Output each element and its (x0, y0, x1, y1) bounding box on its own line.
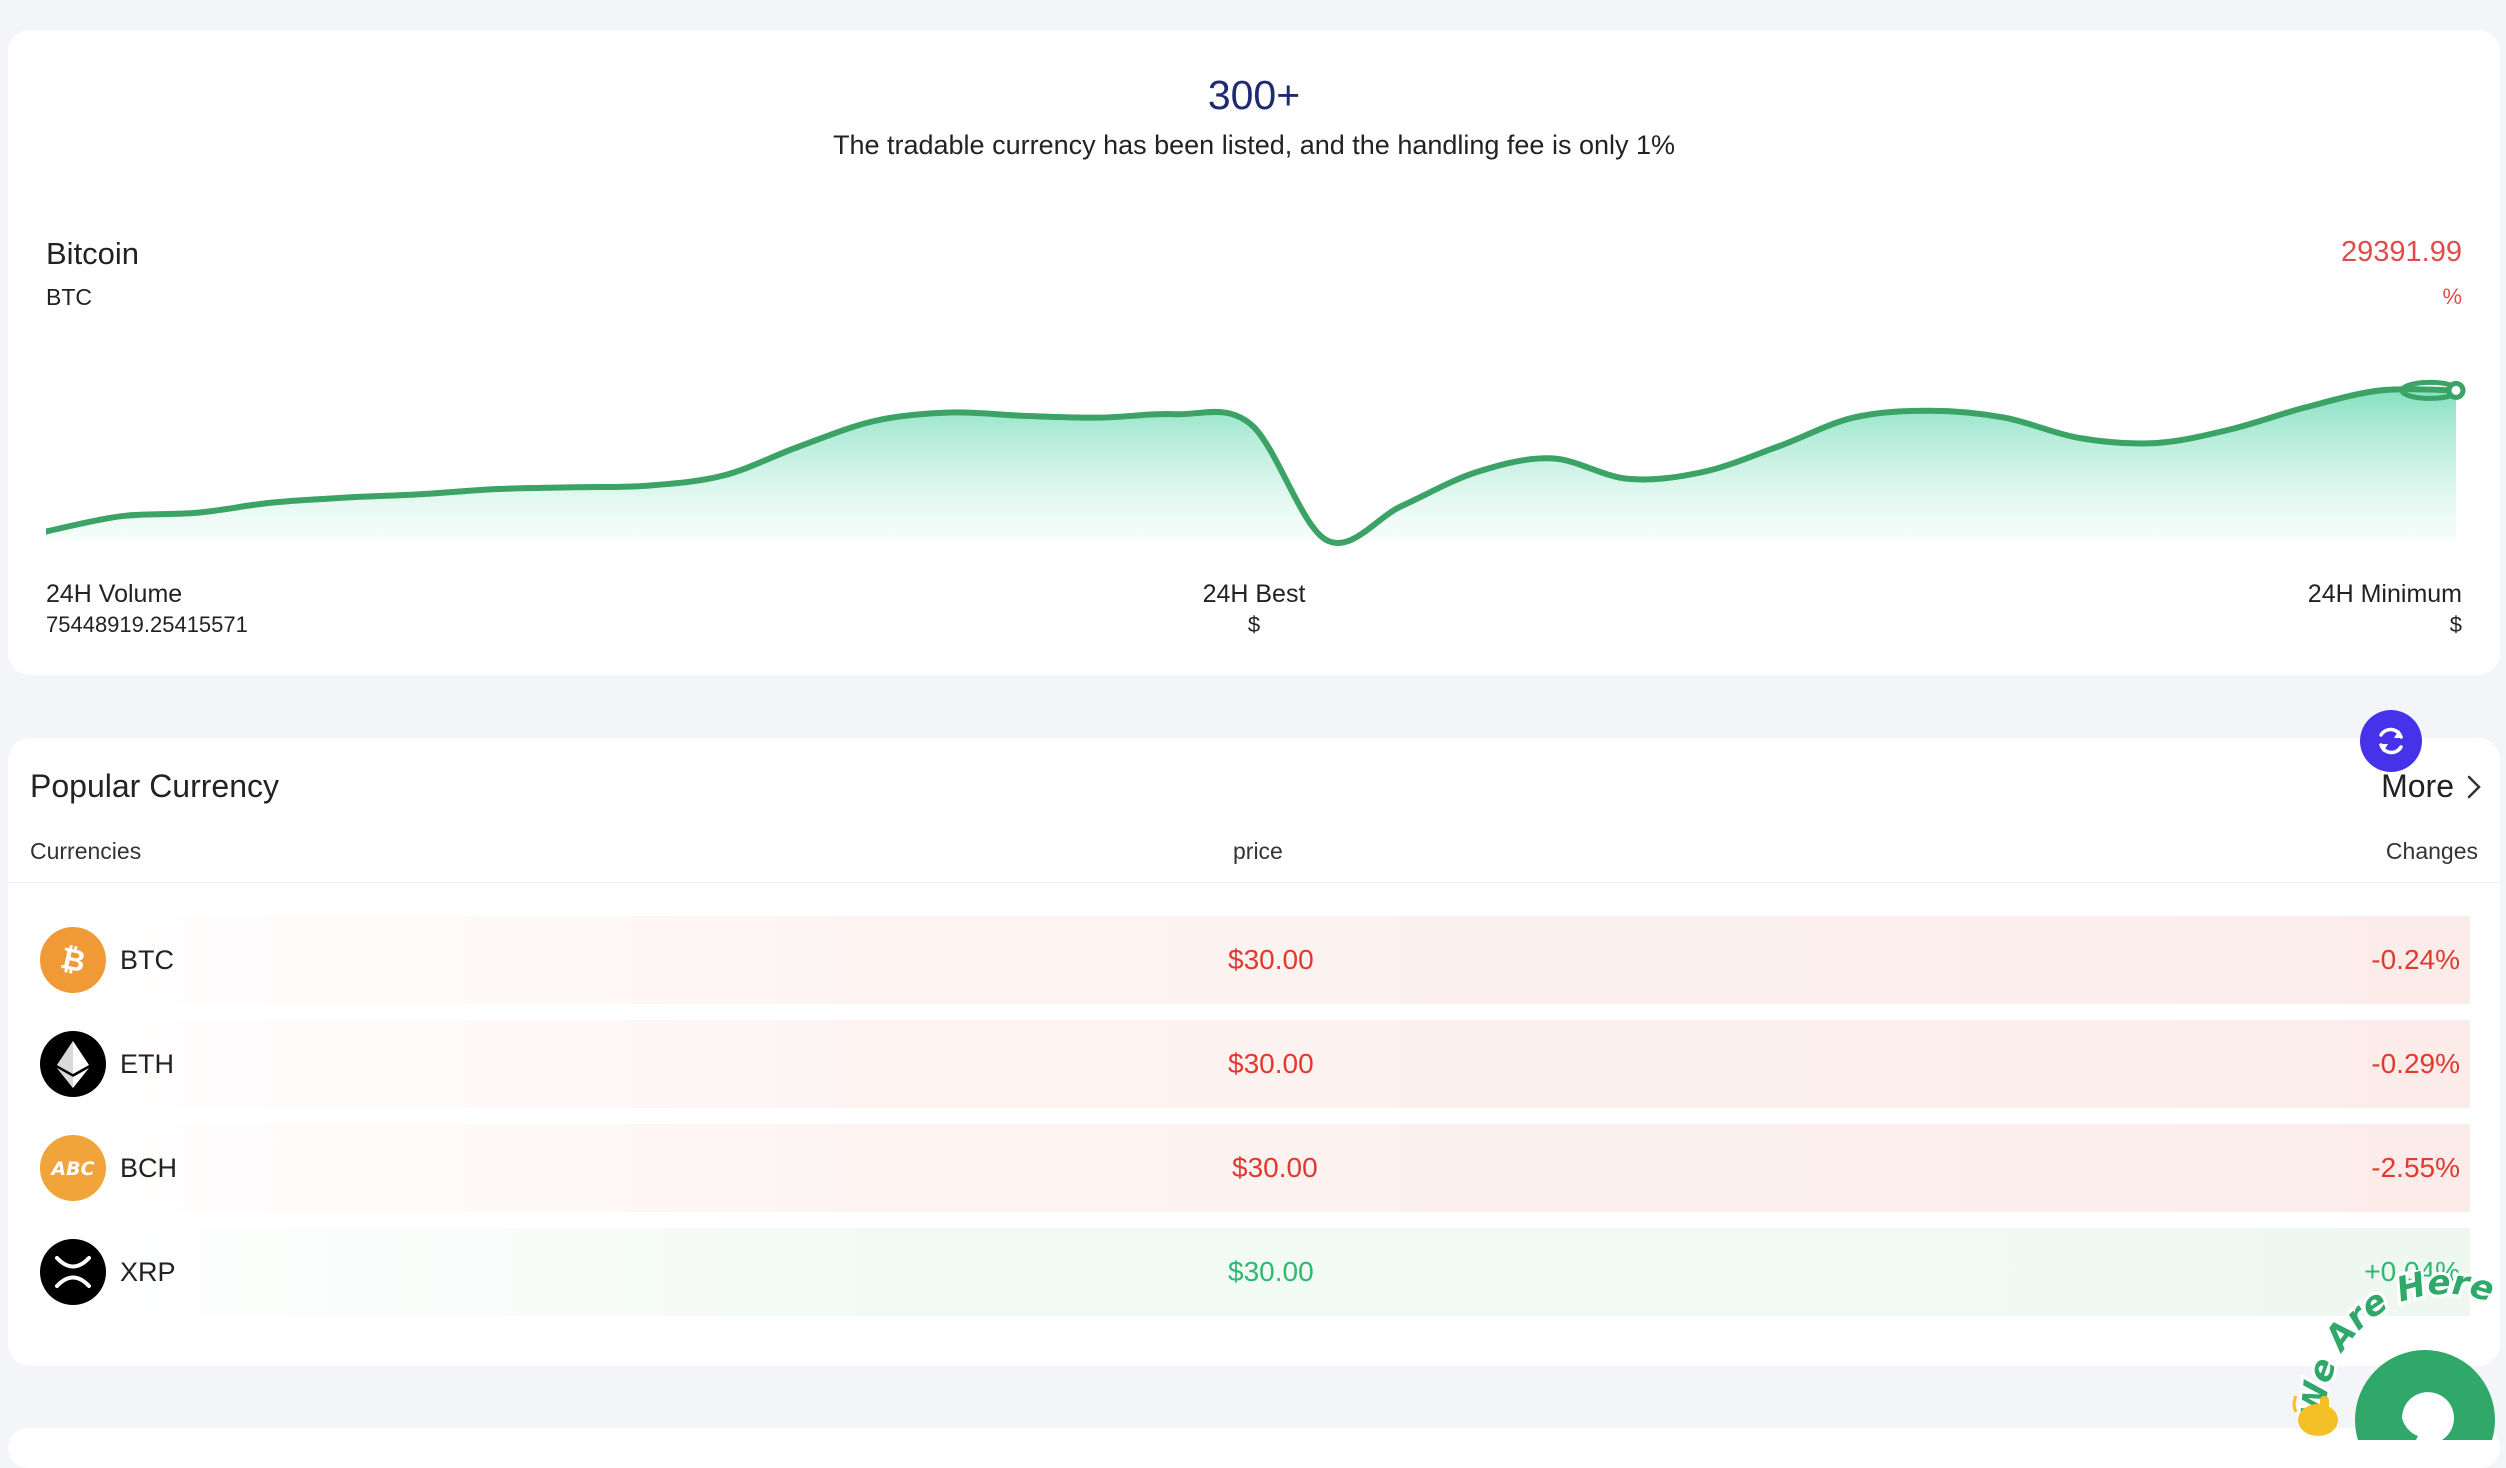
row-change: -0.24% (2371, 944, 2460, 975)
row-price: $30.00 (1228, 1256, 1314, 1287)
currency-row-xrp[interactable]: XRP $30.00 +0.04% (30, 1228, 2470, 1316)
currency-count: 300+ (1207, 72, 1301, 118)
row-symbol: ETH (120, 1048, 174, 1079)
ticker-price: 29391.99 (2341, 236, 2462, 268)
row-change: +0.04% (2364, 1256, 2460, 1287)
ethereum-icon (40, 1031, 106, 1097)
row-change: -0.29% (2371, 1048, 2460, 1079)
price-area-chart (46, 379, 2466, 546)
next-section-card (8, 1428, 2500, 1468)
svg-text:ABC: ABC (49, 1158, 94, 1180)
currency-row-eth[interactable]: ETH $30.00 -0.29% (30, 1020, 2470, 1108)
volume-label: 24H Volume (46, 580, 183, 608)
refresh-icon (2379, 727, 2403, 755)
chart-area-fill (46, 389, 2456, 544)
column-header-currencies: Currencies (30, 838, 142, 864)
volume-value: 75448919.25415571 (46, 612, 248, 637)
chart-end-point (2446, 380, 2466, 400)
row-symbol: BTC (120, 944, 174, 975)
chart-series-line (46, 386, 2459, 546)
row-symbol: BCH (120, 1152, 178, 1183)
ticker-symbol: BTC (46, 284, 92, 310)
more-link[interactable]: More (2381, 768, 2482, 805)
waving-hand-icon (2292, 1395, 2338, 1436)
minimum-label: 24H Minimum (2307, 580, 2462, 608)
currency-subtitle: The tradable currency has been listed, a… (832, 130, 1676, 160)
ticker-name: Bitcoin (46, 236, 140, 271)
chat-bubble-icon (2402, 1392, 2454, 1448)
row-symbol: XRP (120, 1256, 176, 1287)
bitcoin-icon: ₿ (40, 927, 106, 993)
section-title: Popular Currency (30, 768, 279, 804)
column-header-price: price (1233, 838, 1283, 864)
header-divider (8, 882, 2500, 883)
chevron-right-icon (2467, 775, 2481, 798)
refresh-button[interactable] (2360, 710, 2422, 772)
row-price: $30.00 (1228, 944, 1314, 975)
row-price: $30.00 (1232, 1152, 1318, 1183)
currency-row-bch[interactable]: ABC BCH $30.00 -2.55% (30, 1124, 2470, 1212)
chat-widget[interactable]: We Are Here (2290, 1259, 2506, 1468)
popular-currency-card: Popular Currency More Currencies price C… (8, 738, 2500, 1366)
minimum-value: $ (2449, 612, 2462, 637)
more-label: More (2381, 768, 2454, 804)
svg-text:₿: ₿ (57, 941, 88, 980)
best-value: $ (1247, 612, 1261, 637)
row-price: $30.00 (1228, 1048, 1314, 1079)
best-label: 24H Best (1202, 580, 1306, 608)
xrp-icon (40, 1239, 106, 1305)
bitcoin-cash-abc-icon: ABC (40, 1135, 106, 1201)
ticker-change: % (2442, 284, 2462, 309)
column-header-changes: Changes (2385, 838, 2478, 864)
row-change: -2.55% (2371, 1152, 2460, 1183)
currency-row-btc[interactable]: ₿ BTC $30.00 -0.24% (30, 916, 2470, 1004)
market-overview-card: 300+ The tradable currency has been list… (8, 30, 2500, 675)
